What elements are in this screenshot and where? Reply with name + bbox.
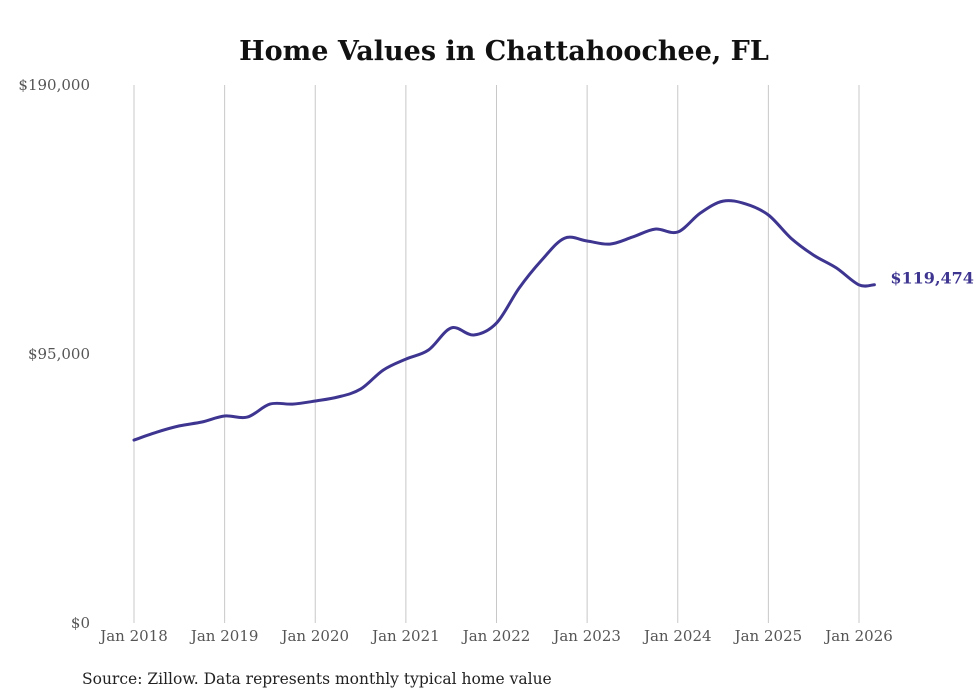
x-tick-label: Jan 2022 (461, 627, 531, 645)
series-line-0 (132, 199, 876, 442)
x-tick-label: Jan 2025 (733, 627, 803, 645)
x-tick-label: Jan 2026 (823, 627, 893, 645)
x-tick-label: Jan 2021 (370, 627, 440, 645)
grid-layer (133, 85, 860, 623)
y-tick-label: $0 (71, 614, 90, 632)
x-tick-label: Jan 2019 (189, 627, 259, 645)
x-tick-label: Jan 2023 (551, 627, 621, 645)
series-layer (132, 199, 876, 442)
y-axis: $190,000 $95,000 $0 (18, 76, 90, 632)
y-tick-label: $190,000 (18, 76, 90, 94)
y-tick-label: $95,000 (28, 345, 90, 363)
chart-title: Home Values in Chattahoochee, FL (239, 36, 769, 67)
x-tick-label: Jan 2020 (279, 627, 349, 645)
end-value-label: $119,474 (890, 269, 974, 288)
source-note: Source: Zillow. Data represents monthly … (82, 670, 552, 688)
x-tick-label: Jan 2018 (98, 627, 168, 645)
x-tick-label: Jan 2024 (642, 627, 712, 645)
x-axis: Jan 2018 Jan 2019 Jan 2020 Jan 2021 Jan 2022… (98, 627, 893, 645)
